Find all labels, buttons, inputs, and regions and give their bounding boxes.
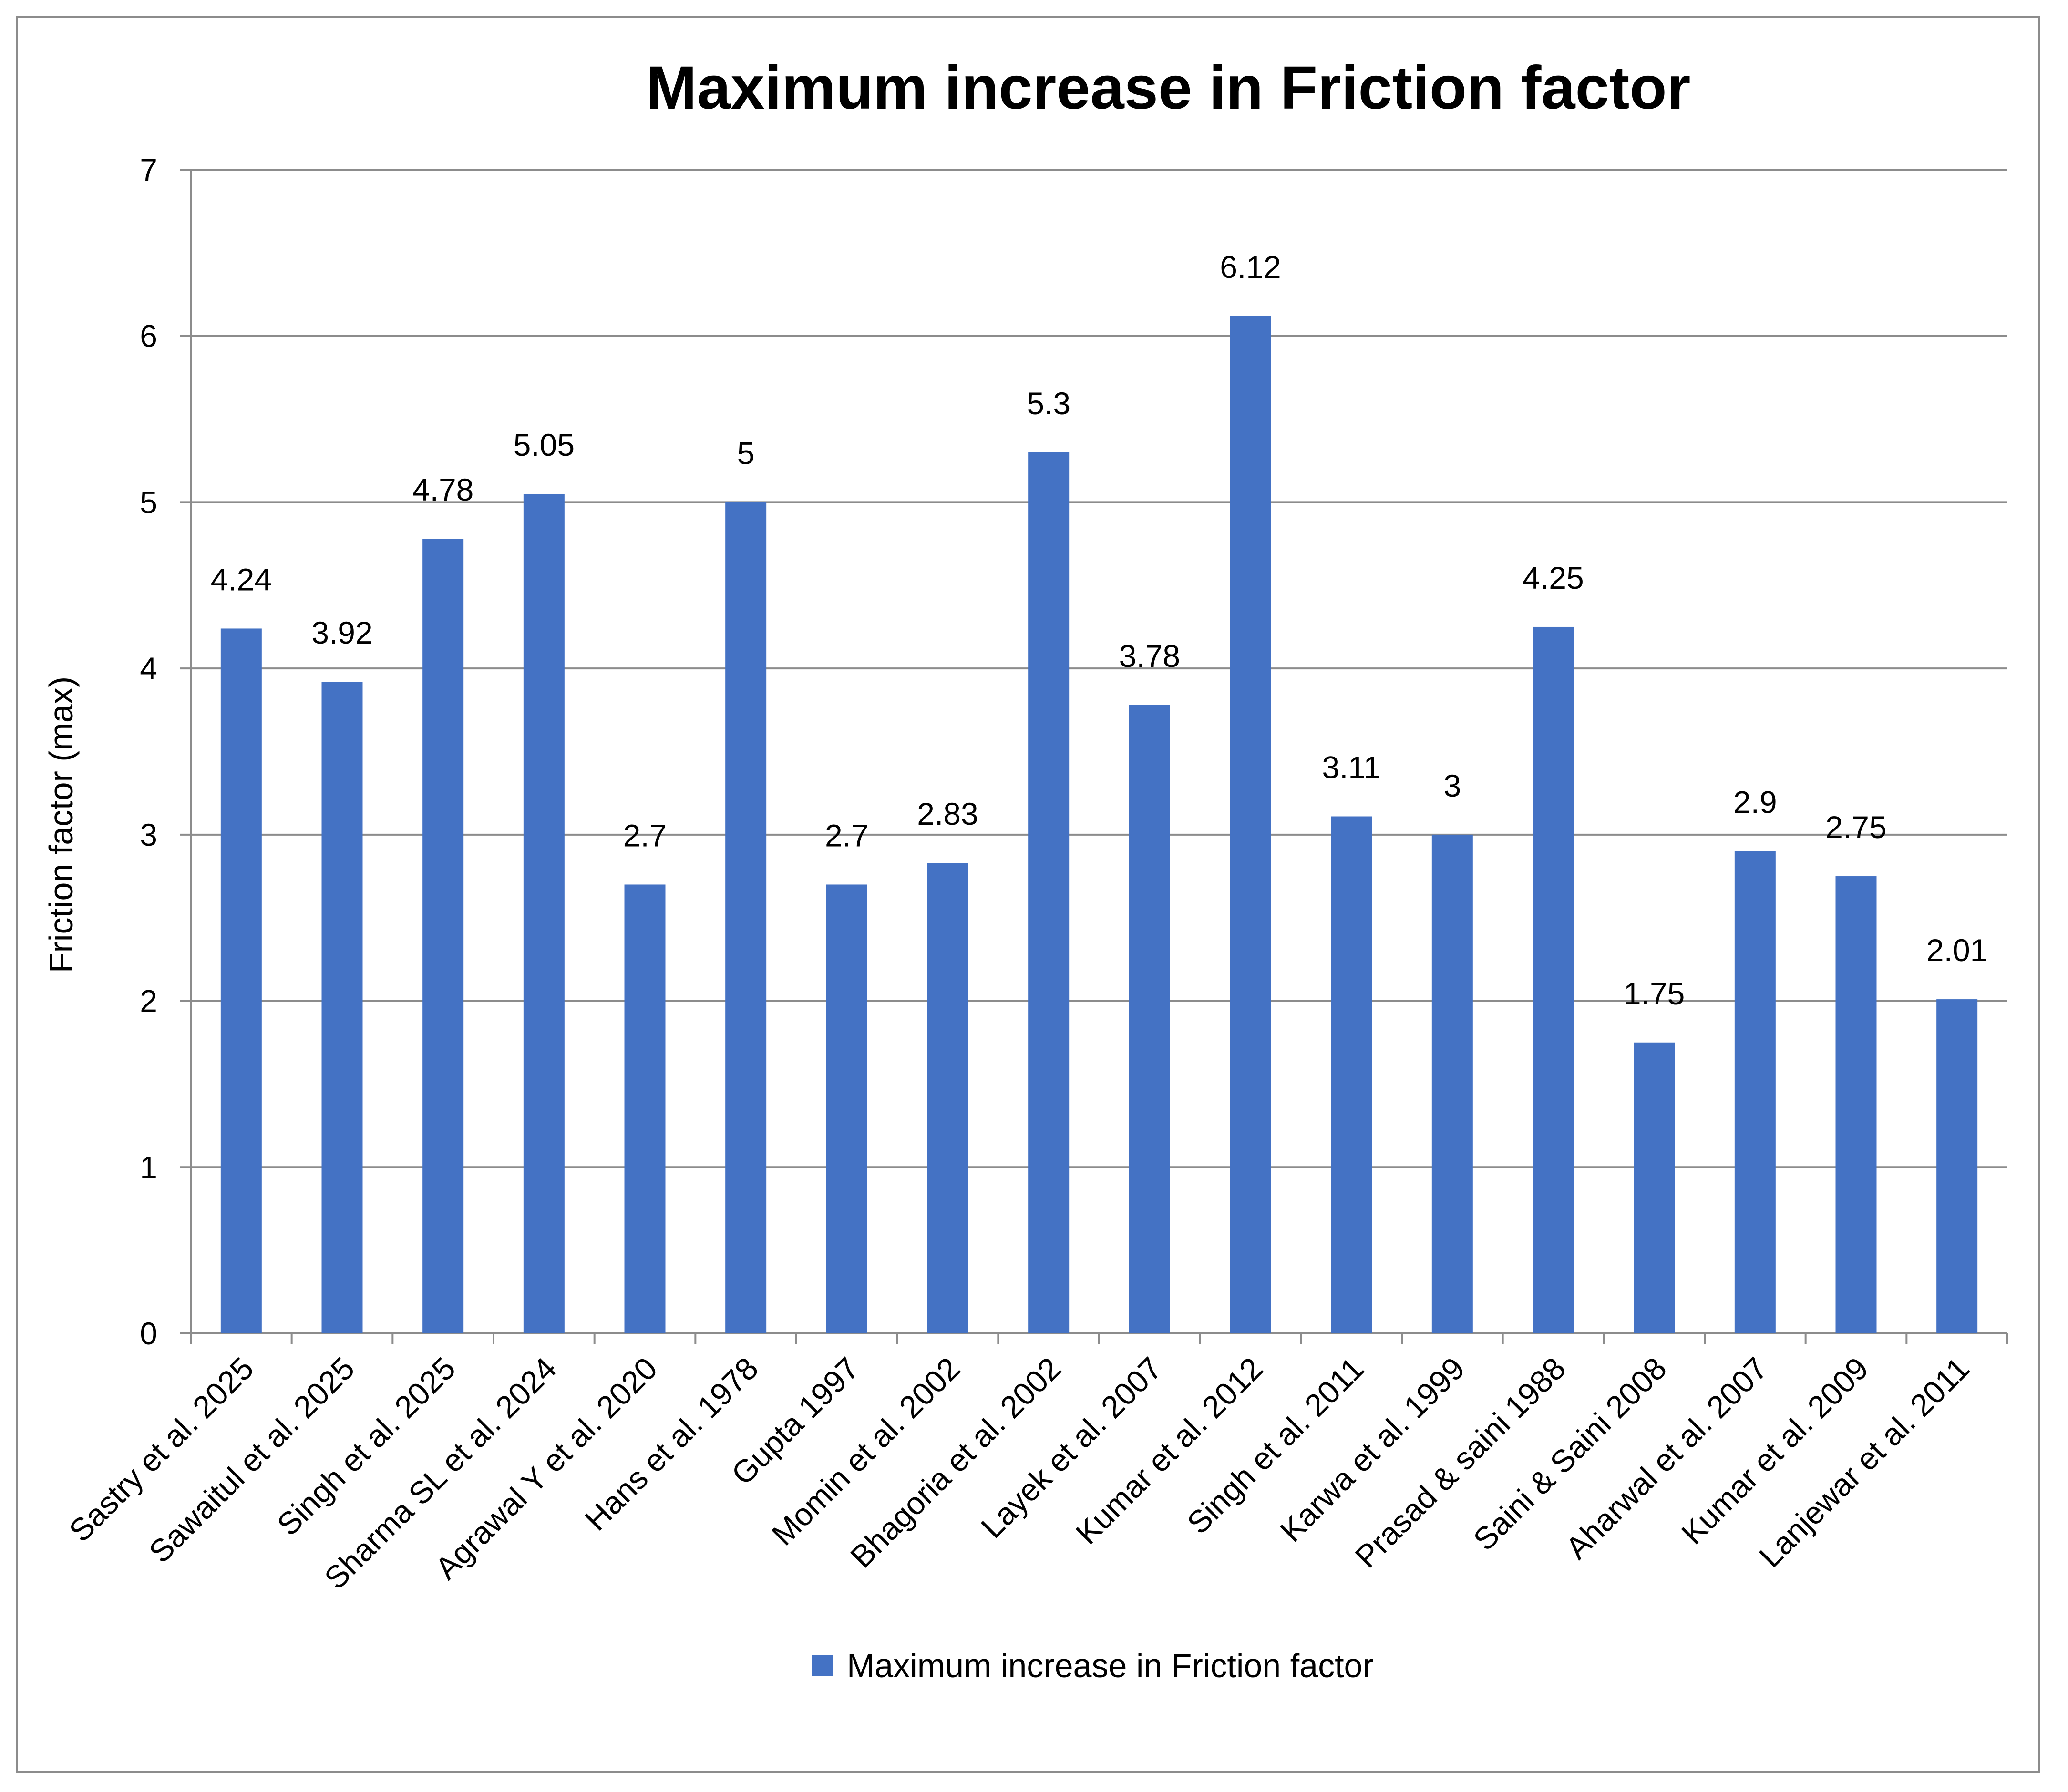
bar	[1936, 999, 1978, 1333]
bar	[422, 539, 464, 1333]
legend: Maximum increase in Friction factor	[812, 1647, 1374, 1684]
bar	[927, 863, 968, 1333]
data-label: 5	[737, 435, 755, 471]
y-tick-label: 3	[140, 817, 157, 852]
data-label: 3.11	[1322, 749, 1381, 785]
y-tick-label: 4	[140, 651, 157, 686]
data-label: 2.7	[825, 818, 869, 853]
x-tick-label: Momin et al. 2002	[765, 1351, 967, 1552]
bar	[624, 884, 666, 1333]
x-tick-label: Singh et al. 2025	[270, 1351, 462, 1543]
data-label: 2.75	[1825, 809, 1886, 845]
y-tick-label: 6	[140, 318, 157, 354]
x-tick-label: Hans et al. 1978	[578, 1351, 765, 1537]
bar	[220, 628, 262, 1333]
x-tick-label: Kumar et al. 2012	[1069, 1351, 1270, 1551]
bar	[523, 493, 565, 1333]
data-label: 3	[1443, 768, 1461, 803]
data-label: 5.3	[1027, 386, 1070, 421]
data-label: 1.75	[1624, 976, 1685, 1011]
data-labels: 4.243.924.785.052.752.72.835.33.786.123.…	[211, 249, 1988, 1011]
x-tick-label: Saini & Saini 2008	[1466, 1351, 1673, 1557]
data-label: 3.92	[311, 615, 372, 650]
axes	[180, 169, 2008, 1344]
bars	[220, 316, 1978, 1334]
data-label: 6.12	[1220, 249, 1281, 285]
bar	[1230, 316, 1271, 1333]
x-tick-label: Kumar et al. 2009	[1675, 1351, 1875, 1551]
data-label: 4.25	[1523, 560, 1584, 595]
bar	[1835, 876, 1877, 1333]
data-label: 2.7	[623, 818, 667, 853]
bar	[1331, 816, 1372, 1333]
y-tick-label: 1	[140, 1149, 157, 1185]
data-label: 4.24	[211, 562, 272, 597]
y-tick-label: 0	[140, 1316, 157, 1351]
y-tick-label: 7	[140, 152, 157, 187]
x-tick-label: Karwa et al. 1999	[1273, 1351, 1471, 1549]
bar	[1431, 834, 1473, 1333]
chart-title: Maximum increase in Friction factor	[646, 54, 1691, 122]
bar	[725, 502, 767, 1333]
x-tick-label: Singh et al. 2011	[1180, 1351, 1370, 1541]
bar	[1533, 626, 1574, 1333]
bar	[1028, 452, 1070, 1334]
y-tick-label: 5	[140, 484, 157, 520]
y-tick-label: 2	[140, 983, 157, 1019]
data-label: 5.05	[514, 427, 575, 462]
data-label: 3.78	[1119, 638, 1180, 674]
data-label: 2.9	[1733, 785, 1777, 820]
legend-swatch	[812, 1655, 833, 1676]
data-label: 2.83	[917, 796, 978, 831]
bar	[321, 682, 363, 1333]
x-tick-label: Layek et al. 2007	[974, 1351, 1169, 1545]
y-axis-title: Friction factor (max)	[42, 676, 80, 973]
data-label: 2.01	[1926, 932, 1987, 968]
bar	[1634, 1042, 1675, 1333]
y-tick-labels: 0 1 2 3 4 5 6 7	[140, 152, 157, 1351]
legend-label: Maximum increase in Friction factor	[847, 1647, 1374, 1684]
data-label: 4.78	[412, 472, 473, 507]
bar	[1129, 705, 1170, 1333]
gridlines	[191, 169, 2007, 1168]
bar	[826, 884, 867, 1333]
bar	[1734, 851, 1776, 1333]
x-tick-label: Sastry et al. 2025	[62, 1351, 260, 1549]
